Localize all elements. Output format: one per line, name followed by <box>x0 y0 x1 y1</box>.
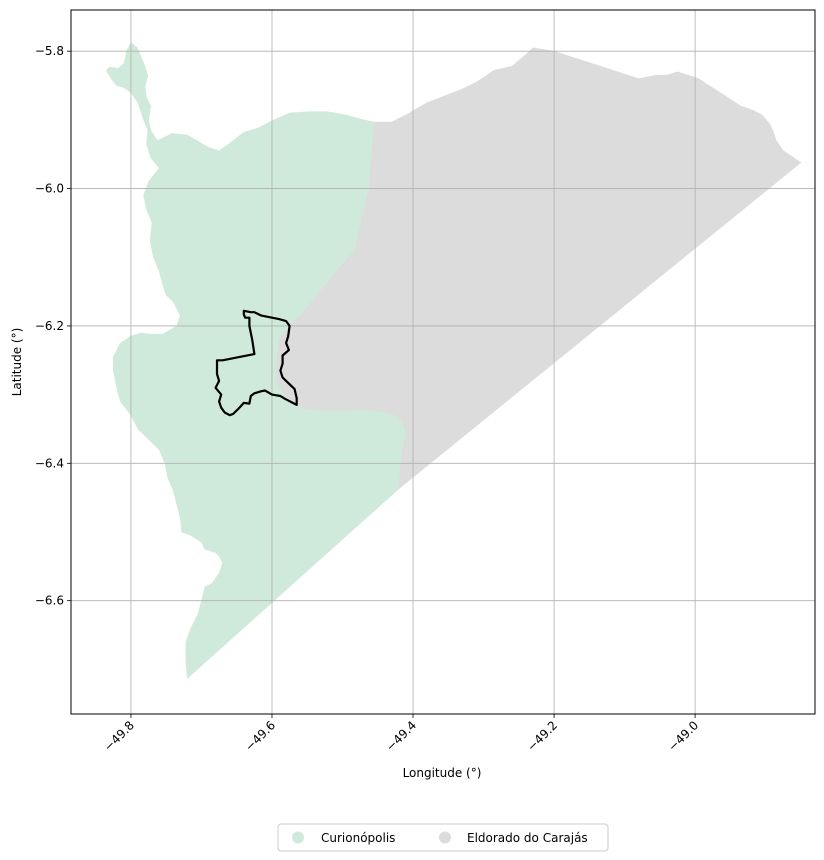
y-axis-ticks: −5.8 −6.0 −6.2 −6.4 −6.6 <box>35 44 71 608</box>
legend-label-curionopolis: Curionópolis <box>321 831 395 845</box>
x-tick-label: −49.6 <box>242 718 278 754</box>
legend: Curionópolis Eldorado do Carajás <box>277 823 609 852</box>
legend-marker-eldorado-do-carajas <box>439 831 451 844</box>
x-tick-label: −49.4 <box>383 718 419 754</box>
y-tick-label: −6.6 <box>35 594 64 608</box>
region-curionopolis <box>105 41 407 679</box>
x-tick-label: −49.2 <box>524 718 560 754</box>
plot-area <box>70 9 816 715</box>
x-axis-label: Longitude (°) <box>403 766 482 780</box>
grid-layer <box>71 10 815 714</box>
y-axis-label: Latitude (°) <box>10 328 24 397</box>
legend-marker-curionopolis <box>292 831 304 844</box>
y-tick-label: −6.2 <box>35 319 64 333</box>
y-tick-label: −6.4 <box>35 456 64 470</box>
highlighted-area-outline <box>214 309 298 417</box>
regions-layer <box>105 41 802 679</box>
x-tick-label: −49.8 <box>101 718 137 754</box>
legend-label-eldorado-do-carajas: Eldorado do Carajás <box>467 831 588 845</box>
y-tick-label: −5.8 <box>35 44 64 58</box>
highlight-outline-layer <box>214 309 298 417</box>
y-tick-label: −6.0 <box>35 182 64 196</box>
x-tick-label: −49.0 <box>665 718 701 754</box>
x-axis-ticks: −49.8 −49.6 −49.4 −49.2 −49.0 <box>101 714 701 754</box>
region-eldorado-do-carajas <box>275 47 802 490</box>
axes-frame <box>70 9 816 715</box>
